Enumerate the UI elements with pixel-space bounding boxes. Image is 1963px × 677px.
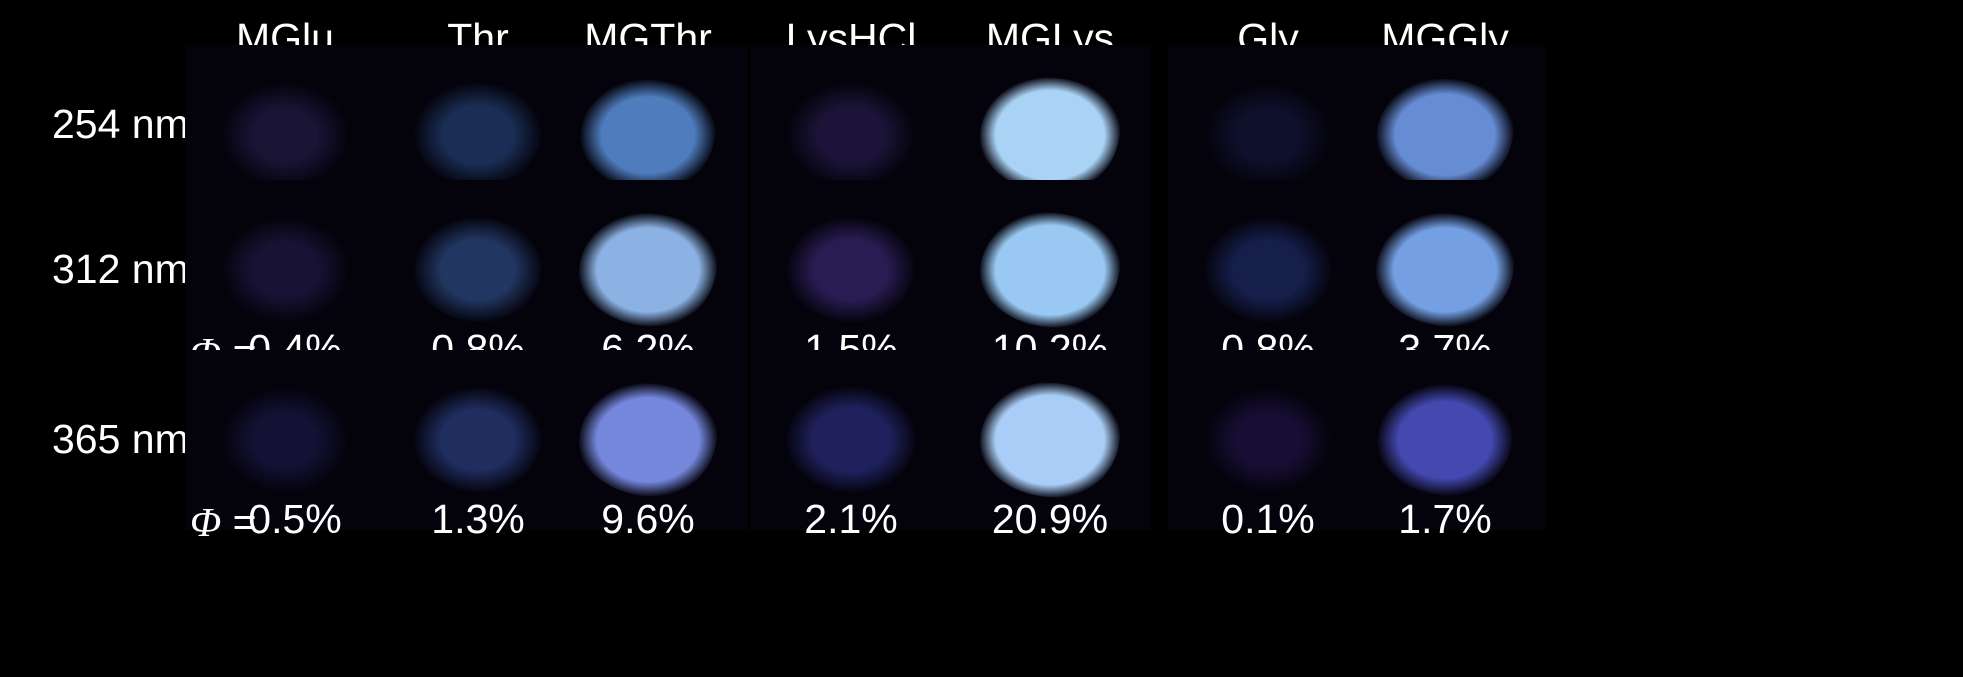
sample-photo-mggly-365-nm	[1345, 350, 1545, 530]
quantum-yield-mggly-365-nm: 1.7%	[1398, 496, 1492, 542]
quantum-yield-gly-365-nm: 0.1%	[1221, 496, 1315, 542]
luminescent-sample	[980, 77, 1120, 193]
sample-photo-mglu-365-nm	[185, 350, 385, 530]
quantum-yield-lyshcl-365-nm: 2.1%	[804, 496, 898, 542]
luminescent-sample	[222, 83, 348, 187]
quantum-yield-mglu-365-nm: 0.5%	[248, 496, 342, 542]
sample-photo-gly-365-nm	[1168, 350, 1368, 530]
row-label-312-nm: 312 nm	[52, 246, 189, 292]
luminescent-sample	[1206, 84, 1330, 186]
quantum-yield-thr-365-nm: 1.3%	[431, 496, 525, 542]
row-label-365-nm: 365 nm	[52, 416, 189, 462]
luminescent-sample	[413, 217, 543, 323]
luminescent-sample	[413, 387, 543, 493]
sample-photo-lyshcl-312-nm	[751, 180, 951, 360]
quantum-yield-mgthr-365-nm: 9.6%	[601, 496, 695, 542]
luminescent-sample	[222, 218, 348, 322]
sample-photo-mggly-312-nm	[1345, 180, 1545, 360]
sample-photo-thr-312-nm	[378, 180, 578, 360]
sample-photo-gly-312-nm	[1168, 180, 1368, 360]
sample-photo-mglu-312-nm	[185, 180, 385, 360]
luminescent-sample	[788, 83, 914, 187]
luminescent-sample	[1377, 384, 1513, 496]
quantum-yield-mglys-365-nm: 20.9%	[991, 496, 1109, 542]
sample-photo-mgthr-365-nm	[548, 350, 748, 530]
luminescent-sample	[980, 382, 1120, 498]
luminescent-sample	[580, 79, 716, 191]
phi-symbol: Φ	[190, 499, 222, 545]
luminescent-sample	[786, 217, 916, 323]
row-label-254-nm: 254 nm	[52, 101, 189, 147]
luminescent-sample	[786, 386, 916, 494]
luminescent-sample	[1376, 78, 1514, 192]
luminescent-sample	[980, 212, 1120, 328]
sample-photo-lyshcl-365-nm	[751, 350, 951, 530]
sample-photo-thr-365-nm	[378, 350, 578, 530]
luminescent-sample	[1376, 213, 1514, 327]
luminescent-sample	[222, 388, 348, 492]
luminescent-sample	[579, 213, 717, 327]
luminescent-sample	[1204, 217, 1332, 323]
sample-photo-mgthr-312-nm	[548, 180, 748, 360]
equals-sign: =	[221, 499, 268, 545]
sample-photo-mglys-365-nm	[950, 350, 1150, 530]
luminescent-sample	[579, 383, 717, 497]
luminescent-sample	[1205, 388, 1331, 492]
luminescent-sample	[414, 82, 542, 188]
quantum-yield-prefix: Φ =	[190, 498, 268, 546]
sample-photo-mglys-312-nm	[950, 180, 1150, 360]
